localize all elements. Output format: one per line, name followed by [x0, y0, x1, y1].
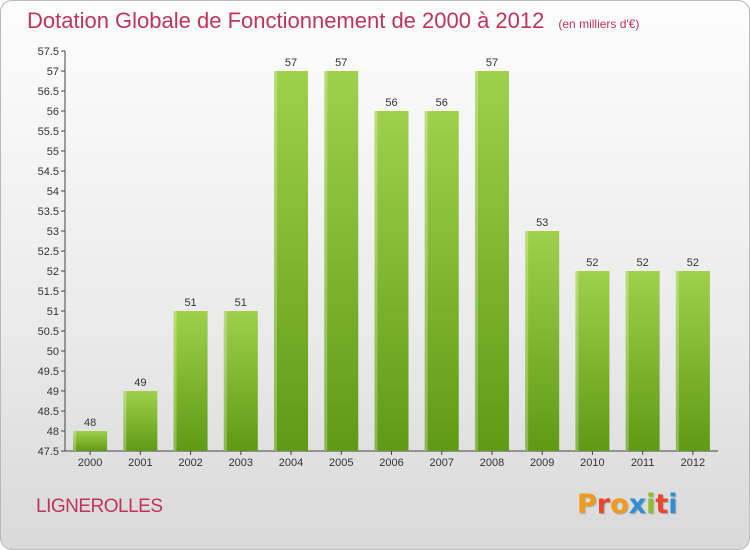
bar: [374, 111, 409, 451]
x-tick-label: 2012: [681, 457, 705, 469]
bar: [274, 71, 309, 451]
bar-highlight: [374, 111, 378, 451]
bar-highlight: [324, 71, 328, 451]
y-tick-label: 56.5: [38, 86, 59, 98]
y-tick-label: 50.5: [38, 326, 59, 338]
y-tick-label: 54.5: [38, 166, 59, 178]
bar: [173, 311, 208, 451]
bar-highlight: [173, 311, 177, 451]
data-label: 53: [536, 217, 548, 229]
y-tick-label: 53: [47, 226, 59, 238]
y-tick-label: 55: [47, 146, 59, 158]
bar: [73, 431, 108, 451]
x-tick-label: 2008: [480, 457, 504, 469]
commune-name: LIGNEROLLES: [36, 496, 163, 517]
data-label: 52: [586, 257, 598, 269]
data-labels: 48 49 51 51 57 57 56 56 57 53 52 52 52: [84, 57, 699, 429]
bar-highlight: [123, 391, 127, 451]
bar: [223, 311, 258, 451]
bar-highlight: [223, 311, 227, 451]
bar-highlight: [625, 271, 629, 451]
proxiti-logo: Proxiti: [577, 489, 678, 520]
x-tick-label: 2007: [429, 457, 453, 469]
logo-letter: i: [668, 489, 678, 520]
x-tick-label: 2001: [128, 457, 152, 469]
bar: [424, 111, 459, 451]
bar: [625, 271, 660, 451]
y-tick-label: 56: [47, 106, 59, 118]
y-tick-label: 53.5: [38, 206, 59, 218]
y-tick-label: 54: [47, 186, 59, 198]
bar: [575, 271, 610, 451]
bars: [73, 71, 710, 451]
data-label: 57: [285, 57, 297, 69]
logo-letter: o: [610, 489, 629, 520]
bar: [123, 391, 158, 451]
data-label: 52: [687, 257, 699, 269]
x-tick-label: 2010: [580, 457, 604, 469]
bar: [324, 71, 359, 451]
bar-highlight: [73, 431, 77, 451]
data-label: 51: [235, 297, 247, 309]
data-label: 48: [84, 417, 96, 429]
y-tick-label: 55.5: [38, 126, 59, 138]
data-label: 52: [637, 257, 649, 269]
logo-letter: x: [628, 489, 647, 520]
x-tick-label: 2011: [631, 457, 655, 469]
logo-letter: r: [596, 489, 611, 520]
bar: [675, 271, 710, 451]
y-tick-label: 48: [47, 426, 59, 438]
y-tick-label: 57: [47, 66, 59, 78]
bar-highlight: [675, 271, 679, 451]
y-tick-label: 49.5: [38, 366, 59, 378]
y-tick-label: 57.5: [38, 46, 59, 58]
y-tick-label: 47.5: [38, 446, 59, 458]
x-tick-label: 2002: [178, 457, 202, 469]
y-tick-label: 51.5: [38, 286, 59, 298]
x-tick-label: 2000: [78, 457, 102, 469]
y-tick-label: 48.5: [38, 406, 59, 418]
bar-highlight: [575, 271, 579, 451]
chart-subtitle: (en milliers d'€): [558, 17, 640, 31]
data-label: 51: [184, 297, 196, 309]
bar-highlight: [274, 71, 278, 451]
data-label: 56: [436, 97, 448, 109]
data-label: 56: [385, 97, 397, 109]
data-label: 49: [134, 377, 146, 389]
data-label: 57: [486, 57, 498, 69]
bar-highlight: [474, 71, 478, 451]
y-tick-label: 52: [47, 266, 59, 278]
title-text: Dotation Globale de Fonctionnement de 20…: [27, 8, 545, 33]
bar: [474, 71, 509, 451]
y-tick-label: 50: [47, 346, 59, 358]
x-tick-label: 2005: [329, 457, 353, 469]
y-tick-label: 49: [47, 386, 59, 398]
logo-letter: t: [655, 489, 669, 520]
data-label: 57: [335, 57, 347, 69]
logo-letter: i: [646, 489, 656, 520]
bar: [525, 231, 560, 451]
chart-title: Dotation Globale de Fonctionnement de 20…: [27, 8, 639, 34]
bar-highlight: [525, 231, 529, 451]
x-tick-label: 2006: [379, 457, 403, 469]
x-tick-label: 2003: [229, 457, 253, 469]
y-tick-label: 52.5: [38, 246, 59, 258]
bar-highlight: [424, 111, 428, 451]
axes: 47.5 48 48.5 49 49.5 50 50.5 51 51.5 52 52.5 53 53.5…: [38, 46, 718, 469]
x-tick-label: 2009: [530, 457, 554, 469]
y-tick-label: 51: [47, 306, 59, 318]
logo-letter: P: [577, 489, 597, 520]
x-tick-label: 2004: [279, 457, 303, 469]
